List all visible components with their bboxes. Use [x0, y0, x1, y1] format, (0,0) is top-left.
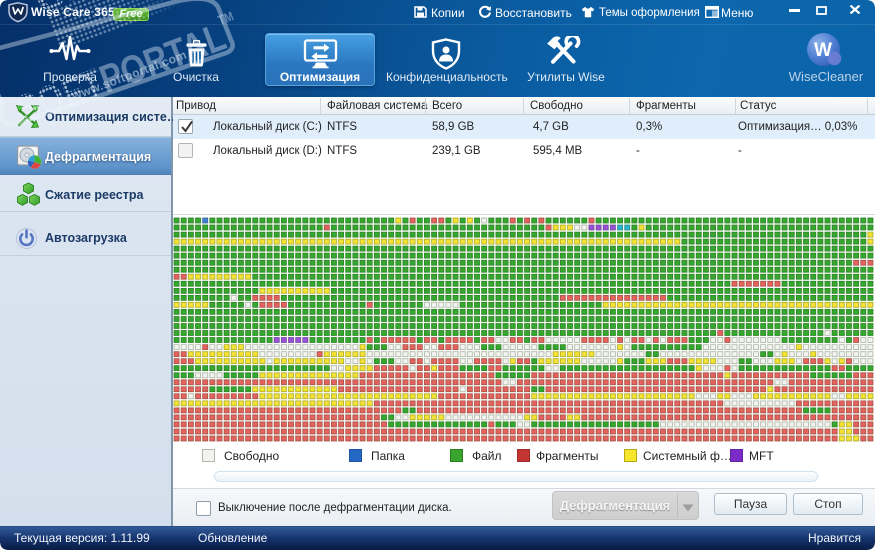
- svg-text:W: W: [814, 40, 832, 61]
